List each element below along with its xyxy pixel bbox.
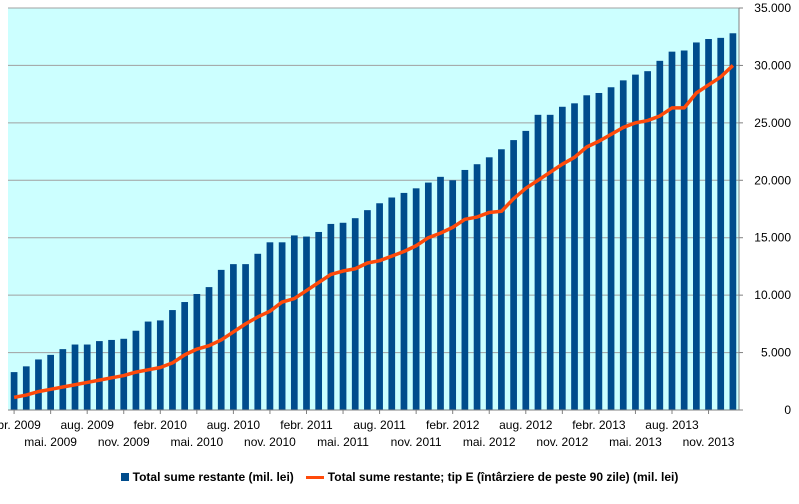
bar xyxy=(424,182,432,410)
bar xyxy=(632,74,639,411)
bar xyxy=(83,344,91,410)
legend-swatch-line-icon xyxy=(305,475,324,479)
x-tick-label: aug. 2011 xyxy=(353,418,406,432)
x-tick-label: mai. 2010 xyxy=(170,435,223,449)
legend: Total sume restante (mil. lei) Total sum… xyxy=(0,466,799,488)
x-tick-label: aug. 2012 xyxy=(499,418,553,432)
x-tick-label: nov. 2010 xyxy=(244,435,296,449)
bar xyxy=(22,366,30,410)
bar xyxy=(485,157,493,410)
bar xyxy=(327,223,335,410)
gridlines xyxy=(8,7,739,411)
x-tick-label: mai. 2011 xyxy=(317,435,369,449)
x-tick-label: febr. 2010 xyxy=(134,418,188,432)
bar xyxy=(242,264,249,410)
x-tick-label: mai. 2013 xyxy=(609,435,662,449)
x-axis-ticks: febr. 2009 mai. 2009 aug. 2009 nov. 2009 feb… xyxy=(0,410,735,449)
bar xyxy=(558,106,566,410)
y-tick-label: 25.000 xyxy=(754,116,791,130)
bar xyxy=(534,114,542,410)
x-tick-label: nov. 2011 xyxy=(391,435,442,449)
bar xyxy=(510,140,517,410)
bar xyxy=(376,203,383,410)
bar xyxy=(461,169,469,410)
bar xyxy=(290,235,298,410)
bar xyxy=(303,236,310,410)
bar xyxy=(47,354,54,410)
bar xyxy=(156,320,164,410)
bar xyxy=(266,242,274,410)
bar xyxy=(571,103,578,410)
bar xyxy=(108,339,115,410)
bar xyxy=(59,349,67,410)
x-tick-label: nov. 2013 xyxy=(683,435,735,449)
bar xyxy=(498,149,505,410)
y-tick-label: 10.000 xyxy=(754,288,791,302)
x-tick-label: mai. 2009 xyxy=(24,435,77,449)
bar xyxy=(656,60,664,410)
legend-item-line: Total sume restante; tip E (întârziere d… xyxy=(305,470,679,484)
plot-area xyxy=(8,8,739,410)
bar xyxy=(619,80,627,411)
legend-item-bars: Total sume restante (mil. lei) xyxy=(120,470,294,484)
bar xyxy=(400,192,408,410)
bar xyxy=(705,39,712,410)
legend-label-line: Total sume restante; tip E (întârziere d… xyxy=(327,470,679,484)
legend-label-bars: Total sume restante (mil. lei) xyxy=(132,470,294,484)
y-tick-label: 20.000 xyxy=(754,173,791,187)
bar xyxy=(193,293,201,410)
bar xyxy=(254,253,262,410)
bar xyxy=(278,242,286,410)
bar xyxy=(351,218,359,410)
bar xyxy=(522,130,530,410)
bar xyxy=(10,372,18,410)
x-tick-label: febr. 2009 xyxy=(0,418,41,432)
bar xyxy=(473,164,481,410)
bar xyxy=(315,231,323,410)
bar xyxy=(668,51,676,411)
bar xyxy=(144,321,152,410)
bar xyxy=(230,264,237,410)
bar xyxy=(680,50,688,410)
y-tick-label: 30.000 xyxy=(754,58,791,72)
y-tick-label: 5.000 xyxy=(761,346,791,360)
x-tick-label: mai. 2012 xyxy=(463,435,516,449)
bar xyxy=(388,197,396,410)
x-tick-label: febr. 2011 xyxy=(280,418,333,432)
bar xyxy=(364,210,371,410)
legend-swatch-bar-icon xyxy=(120,473,129,481)
y-tick-label: 0 xyxy=(784,403,791,417)
bar xyxy=(717,37,725,411)
bar xyxy=(595,92,603,411)
x-tick-label: febr. 2012 xyxy=(426,418,480,432)
line-series xyxy=(13,64,735,400)
bar xyxy=(437,176,444,410)
bar xyxy=(546,114,554,410)
x-tick-label: aug. 2010 xyxy=(207,418,261,432)
bar xyxy=(169,310,176,410)
x-tick-label: aug. 2013 xyxy=(645,418,699,432)
y-tick-label: 15.000 xyxy=(754,231,791,245)
x-tick-label: febr. 2013 xyxy=(572,418,626,432)
bar xyxy=(693,42,700,411)
y-tick-label: 35.000 xyxy=(754,1,791,15)
bar xyxy=(339,222,347,410)
bar xyxy=(583,95,591,410)
bar xyxy=(96,341,103,410)
bar xyxy=(71,344,79,410)
x-tick-label: nov. 2012 xyxy=(536,435,588,449)
y-axis-ticks: 0 5.000 10.000 15.000 20.000 25.000 30.000 35.0… xyxy=(739,1,791,417)
bar xyxy=(729,33,737,411)
bar xyxy=(35,359,42,410)
bar xyxy=(607,87,615,410)
bar xyxy=(412,188,420,410)
bar xyxy=(644,71,651,411)
bar xyxy=(205,287,213,410)
x-tick-label: aug. 2009 xyxy=(60,418,114,432)
bar xyxy=(449,180,457,410)
x-tick-label: nov. 2009 xyxy=(98,435,150,449)
